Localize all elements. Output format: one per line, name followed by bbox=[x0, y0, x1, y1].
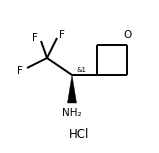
Text: F: F bbox=[32, 33, 38, 43]
Text: F: F bbox=[17, 66, 23, 76]
Text: &1: &1 bbox=[76, 67, 86, 73]
Text: NH₂: NH₂ bbox=[62, 108, 82, 118]
Text: F: F bbox=[59, 30, 65, 40]
Text: O: O bbox=[124, 30, 132, 40]
Text: HCl: HCl bbox=[69, 129, 89, 142]
Polygon shape bbox=[68, 75, 76, 103]
